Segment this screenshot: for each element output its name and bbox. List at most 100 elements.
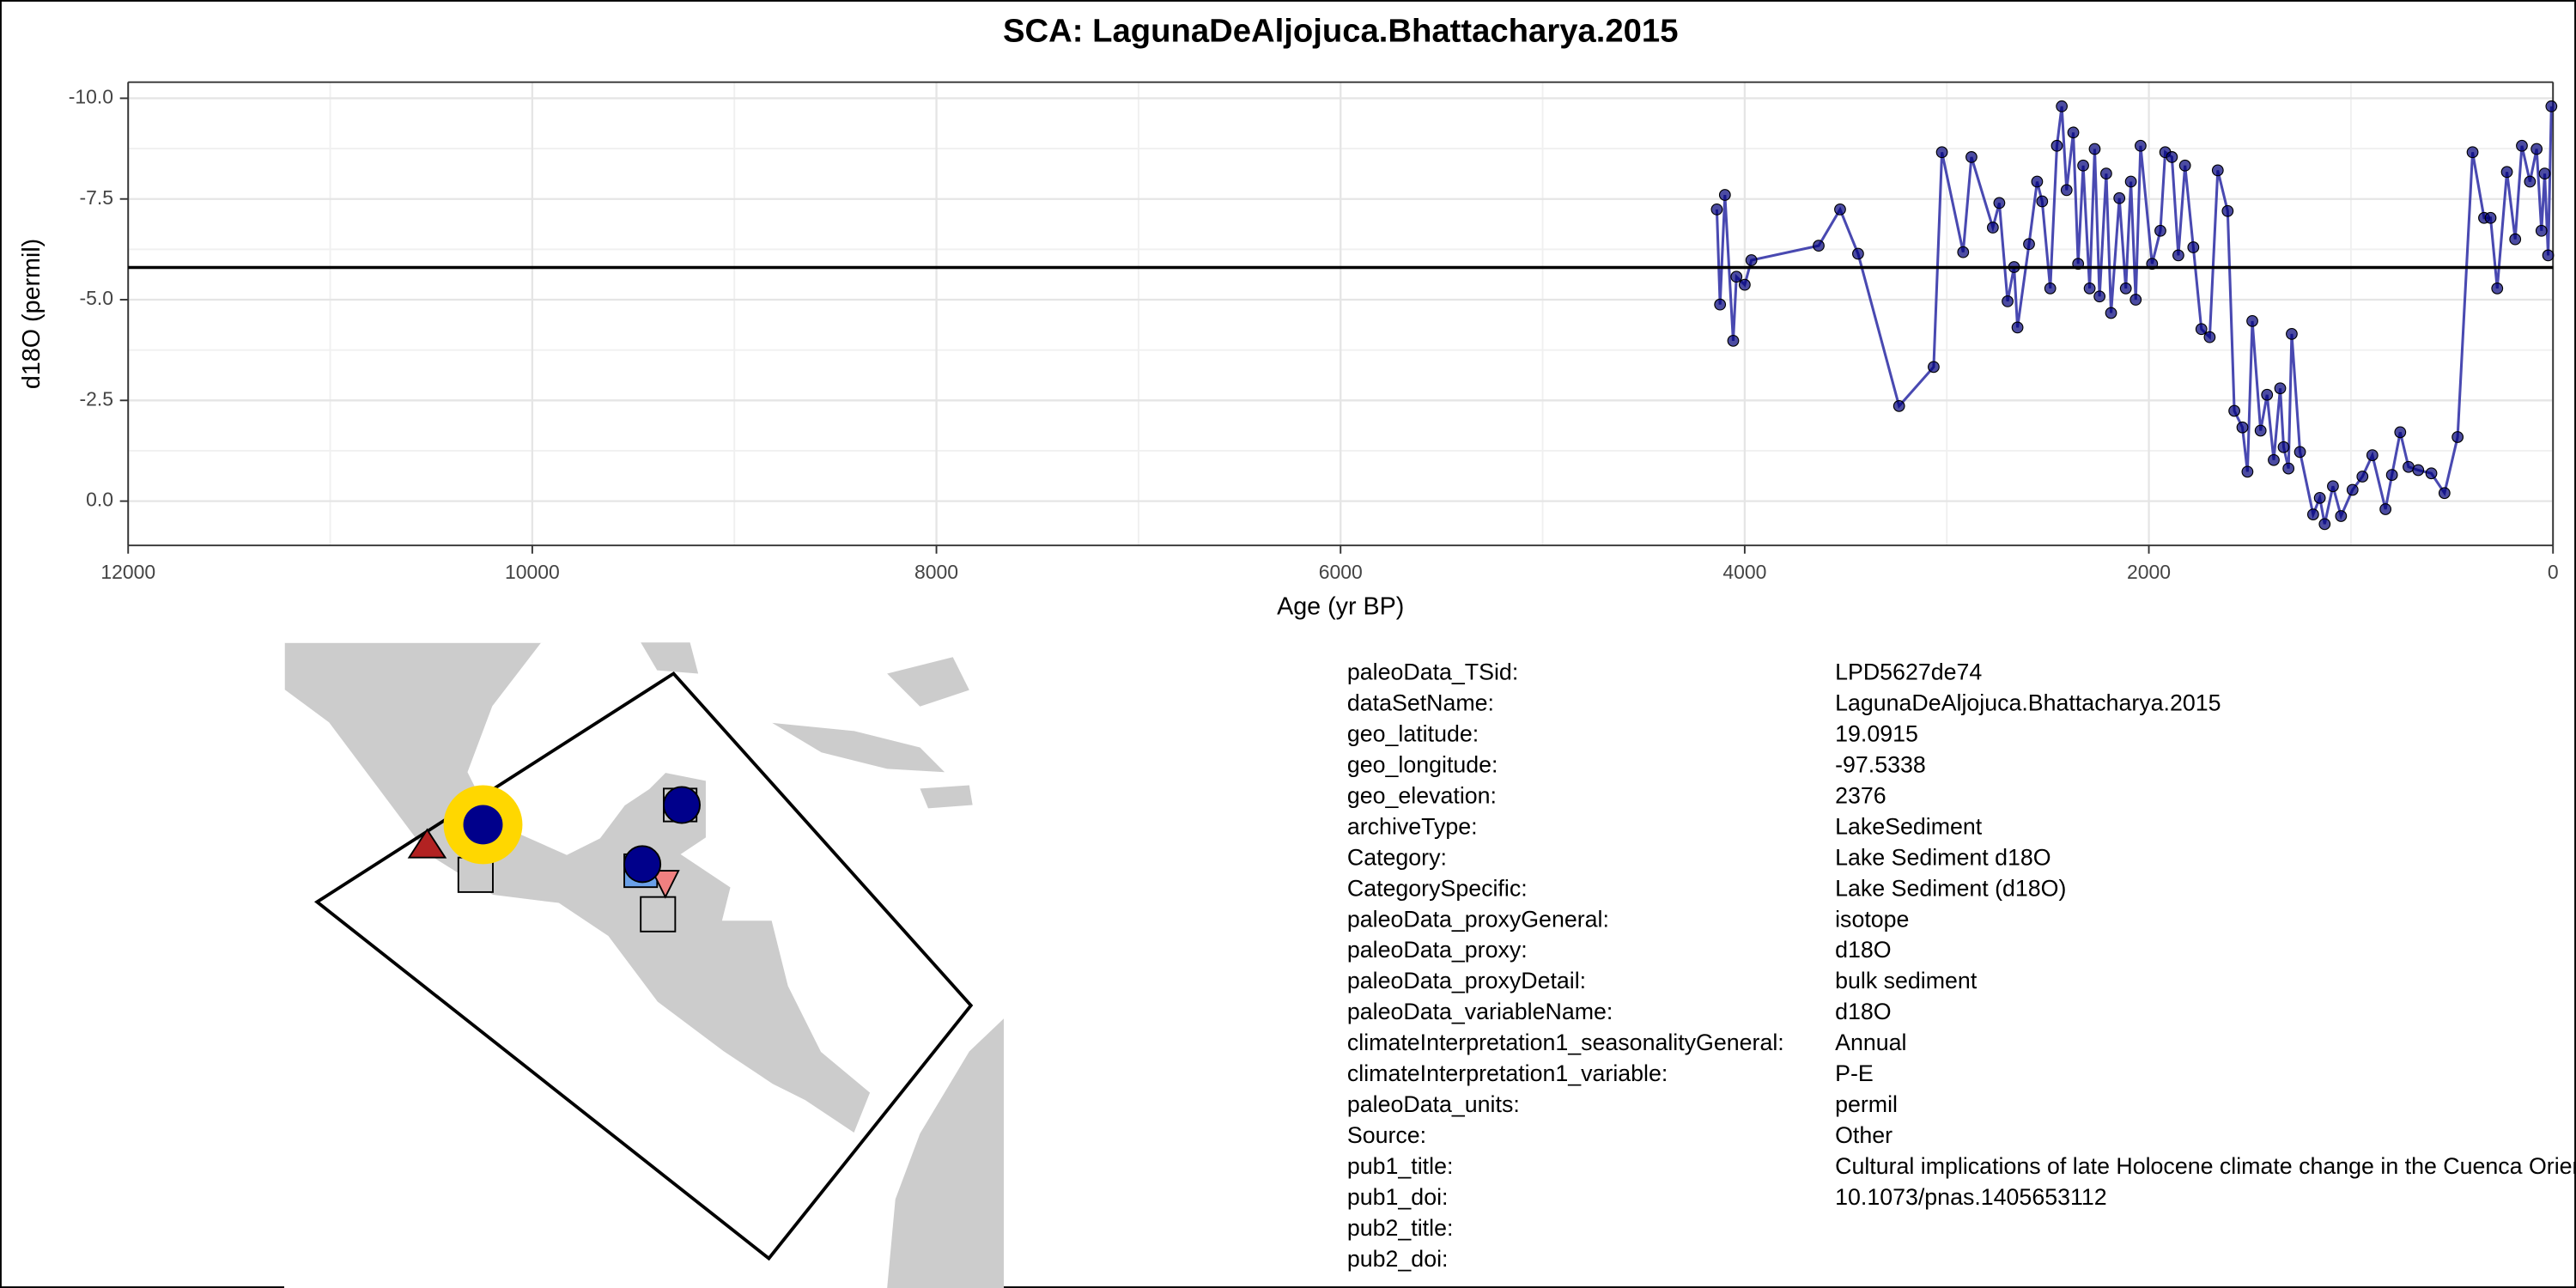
data-point [2306, 508, 2319, 520]
data-point [2509, 233, 2522, 246]
data-point [2044, 282, 2057, 295]
data-point [1718, 189, 1731, 201]
y-tick-label: -2.5 [79, 387, 113, 410]
data-point [2011, 321, 2024, 334]
data-point [2119, 282, 2132, 295]
land [920, 785, 973, 809]
land [641, 642, 699, 674]
data-point [2286, 328, 2298, 340]
data-point [1730, 270, 1743, 283]
data-point [2113, 191, 2126, 204]
data-point [2530, 143, 2543, 155]
metadata-value: LPD5627de74 [1835, 659, 1982, 685]
y-tick-label: -7.5 [79, 186, 113, 209]
data-point [2403, 460, 2415, 473]
site-marker [651, 870, 680, 899]
x-tick-label: 8000 [914, 561, 958, 583]
data-point [2154, 224, 2166, 237]
metadata-value: Lake Sediment d18O [1835, 844, 2050, 870]
data-point [1935, 146, 1948, 159]
metadata-table: paleoData_TSid: LPD5627de74 dataSetName: La… [1347, 659, 2576, 1272]
data-point [2356, 471, 2369, 483]
data-point [2050, 139, 2063, 152]
data-point [2088, 143, 2101, 155]
metadata-value: -97.5338 [1835, 751, 1926, 777]
data-point [2366, 449, 2379, 461]
data-point [2105, 307, 2117, 319]
data-point [1957, 246, 1970, 258]
data-point [2385, 469, 2398, 481]
site-marker [663, 786, 702, 824]
metadata-value: LakeSediment [1835, 813, 1983, 839]
metadata-value: 19.0915 [1835, 720, 1918, 746]
data-point [2228, 404, 2240, 417]
metadata-key: pub1_doi: [1347, 1184, 1449, 1210]
data-point [2500, 166, 2513, 179]
data-point [2545, 100, 2558, 112]
metadata-value: Other [1835, 1122, 1893, 1148]
data-point [2211, 164, 2224, 177]
data-point [2093, 290, 2106, 303]
data-point [1834, 204, 1846, 216]
x-tick-label: 4000 [1722, 561, 1766, 583]
metadata-key: CategorySpecific: [1347, 875, 1528, 901]
data-point [2277, 440, 2290, 453]
land [887, 657, 969, 707]
data-point [2466, 146, 2479, 159]
data-point [1986, 222, 1999, 234]
data-point [2254, 424, 2267, 437]
site-marker [407, 828, 447, 859]
metadata-key: archiveType: [1347, 813, 1478, 839]
data-point [2135, 139, 2147, 152]
data-point [2451, 431, 2464, 443]
data-point [2318, 518, 2331, 531]
y-axis-label: d18O (permil) [18, 239, 46, 389]
metadata-value: P-E [1835, 1060, 1874, 1086]
chart-title: SCA: LagunaDeAljojuca.Bhattacharya.2015 [1003, 12, 1679, 49]
y-tick-label: -10.0 [69, 85, 113, 107]
metadata-key: dataSetName: [1347, 690, 1494, 715]
data-point [2274, 382, 2287, 395]
data-point [2036, 195, 2049, 208]
data-point [2031, 175, 2044, 188]
data-point [2002, 295, 2014, 307]
data-point [2129, 294, 2142, 306]
x-tick-label: 0 [2548, 561, 2559, 583]
data-point [2516, 139, 2528, 152]
data-point [1738, 278, 1751, 291]
data-point [2524, 175, 2537, 188]
data-point [1714, 298, 1727, 311]
data-point [1928, 361, 1940, 374]
data-point [2067, 126, 2080, 139]
metadata-key: geo_elevation: [1347, 782, 1497, 808]
metadata-key: pub2_title: [1347, 1215, 1454, 1241]
metadata-key: paleoData_proxy: [1347, 937, 1528, 963]
data-point [2241, 465, 2254, 478]
data-point [1893, 399, 1905, 412]
data-point [2166, 151, 2178, 163]
data-point [2346, 483, 2359, 496]
x-axis-label: Age (yr BP) [1277, 592, 1404, 620]
metadata-value: LagunaDeAljojuca.Bhattacharya.2015 [1835, 690, 2221, 715]
metadata-value: Lake Sediment (d18O) [1835, 875, 2066, 901]
data-point [2335, 510, 2348, 522]
metadata-key: Category: [1347, 844, 1447, 870]
data-point [2083, 282, 2096, 295]
data-point [1993, 197, 2006, 210]
data-point [2077, 159, 2089, 172]
data-point [2327, 480, 2339, 493]
data-point [1965, 151, 1978, 163]
metadata-value: isotope [1835, 906, 1909, 932]
metadata-value: d18O [1835, 999, 1891, 1024]
metadata-key: Source: [1347, 1122, 1426, 1148]
data-point [2313, 491, 2326, 504]
metadata-key: geo_latitude: [1347, 720, 1479, 746]
metadata-key: climateInterpretation1_seasonalityGenera… [1347, 1030, 1784, 1055]
data-point [2394, 426, 2407, 439]
data-point [1745, 254, 1758, 266]
metadata-value: permil [1835, 1091, 1898, 1117]
data-point [2538, 167, 2551, 180]
data-point [2261, 388, 2274, 401]
data-point [2060, 184, 2073, 197]
metadata-value: Annual [1835, 1030, 1906, 1055]
